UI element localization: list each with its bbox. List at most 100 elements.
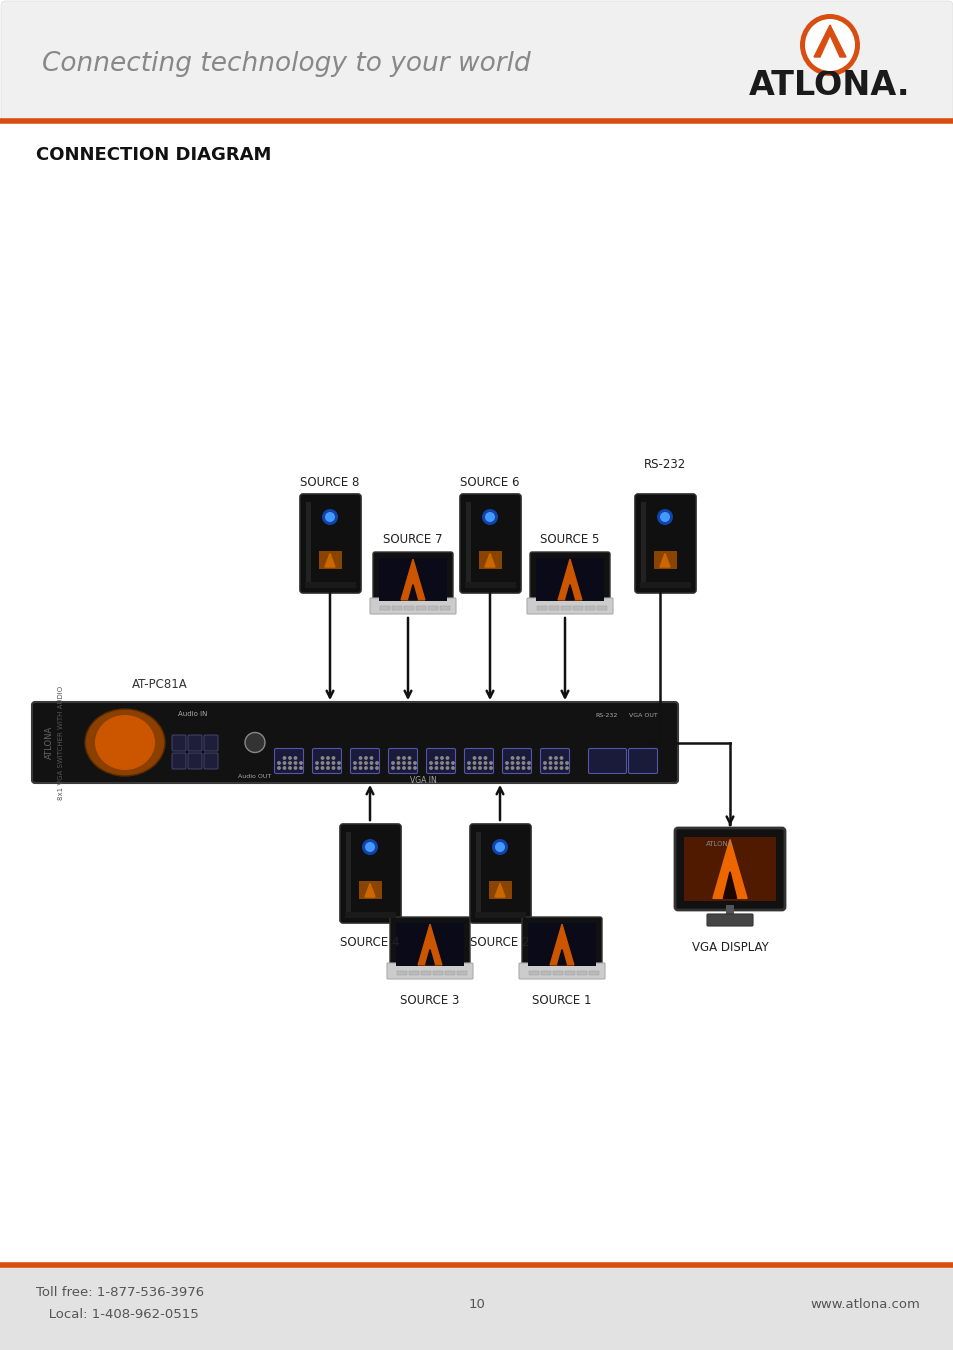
Circle shape <box>283 767 285 770</box>
Circle shape <box>492 838 507 855</box>
Circle shape <box>511 767 513 770</box>
Bar <box>396 971 407 975</box>
FancyBboxPatch shape <box>464 748 493 774</box>
Circle shape <box>446 761 448 764</box>
Circle shape <box>294 761 296 764</box>
Ellipse shape <box>800 14 859 76</box>
Circle shape <box>408 757 411 759</box>
Circle shape <box>354 767 355 770</box>
FancyBboxPatch shape <box>299 494 360 593</box>
FancyBboxPatch shape <box>373 552 453 608</box>
Circle shape <box>440 767 443 770</box>
Circle shape <box>337 761 340 764</box>
Circle shape <box>657 509 672 525</box>
FancyBboxPatch shape <box>635 494 696 593</box>
Circle shape <box>392 767 394 770</box>
Circle shape <box>315 761 318 764</box>
Circle shape <box>277 761 280 764</box>
FancyBboxPatch shape <box>518 963 604 979</box>
Bar <box>683 837 775 900</box>
Bar <box>476 832 480 915</box>
Polygon shape <box>565 585 574 599</box>
Circle shape <box>521 757 524 759</box>
Circle shape <box>440 757 443 759</box>
FancyBboxPatch shape <box>188 753 202 769</box>
Bar <box>548 606 558 610</box>
Circle shape <box>396 767 399 770</box>
Circle shape <box>402 767 405 770</box>
Circle shape <box>555 767 557 770</box>
Circle shape <box>354 761 355 764</box>
FancyBboxPatch shape <box>313 748 341 774</box>
Bar <box>529 971 538 975</box>
Bar <box>577 971 586 975</box>
Ellipse shape <box>85 709 165 776</box>
Circle shape <box>245 733 265 752</box>
Circle shape <box>435 761 437 764</box>
Circle shape <box>322 509 337 525</box>
Text: ATLONA.: ATLONA. <box>748 69 910 103</box>
Text: 8x1 VGA SWITCHER WITH AUDIO: 8x1 VGA SWITCHER WITH AUDIO <box>58 686 64 799</box>
Circle shape <box>511 757 513 759</box>
Circle shape <box>473 761 476 764</box>
Text: SOURCE 6: SOURCE 6 <box>459 477 519 489</box>
Circle shape <box>414 761 416 764</box>
Circle shape <box>359 757 361 759</box>
Circle shape <box>659 512 669 522</box>
Polygon shape <box>712 840 746 898</box>
Bar <box>456 971 467 975</box>
Bar <box>475 913 525 918</box>
Circle shape <box>521 761 524 764</box>
Circle shape <box>289 767 291 770</box>
Circle shape <box>527 767 530 770</box>
Circle shape <box>402 757 405 759</box>
Bar <box>346 832 351 915</box>
Polygon shape <box>325 554 335 567</box>
Bar <box>725 904 733 917</box>
FancyBboxPatch shape <box>675 828 784 910</box>
Circle shape <box>283 761 285 764</box>
Bar <box>306 502 311 585</box>
FancyBboxPatch shape <box>204 753 218 769</box>
Circle shape <box>473 757 476 759</box>
Polygon shape <box>400 559 424 599</box>
Circle shape <box>332 767 335 770</box>
Circle shape <box>484 761 486 764</box>
Circle shape <box>414 767 416 770</box>
Circle shape <box>495 842 504 852</box>
Bar <box>392 606 401 610</box>
FancyBboxPatch shape <box>470 824 531 923</box>
Circle shape <box>361 838 377 855</box>
Text: www.atlona.com: www.atlona.com <box>809 1299 919 1311</box>
Bar <box>409 971 418 975</box>
Circle shape <box>283 757 285 759</box>
FancyBboxPatch shape <box>628 748 657 774</box>
FancyBboxPatch shape <box>204 734 218 751</box>
Circle shape <box>289 761 291 764</box>
Ellipse shape <box>804 19 854 72</box>
Bar <box>433 971 442 975</box>
Bar <box>536 558 603 601</box>
Bar <box>597 606 606 610</box>
Polygon shape <box>558 949 566 965</box>
Circle shape <box>517 757 518 759</box>
Polygon shape <box>417 925 441 965</box>
Polygon shape <box>813 26 845 57</box>
Bar <box>439 606 450 610</box>
Circle shape <box>321 757 323 759</box>
Bar <box>0 1265 953 1350</box>
Circle shape <box>549 767 551 770</box>
Bar <box>683 837 775 900</box>
Circle shape <box>440 761 443 764</box>
Circle shape <box>337 767 340 770</box>
Circle shape <box>549 757 551 759</box>
Circle shape <box>555 761 557 764</box>
Circle shape <box>517 761 518 764</box>
Circle shape <box>543 761 546 764</box>
FancyBboxPatch shape <box>502 748 531 774</box>
FancyBboxPatch shape <box>32 702 678 783</box>
Circle shape <box>517 767 518 770</box>
Bar <box>588 971 598 975</box>
Circle shape <box>446 757 448 759</box>
Circle shape <box>402 761 405 764</box>
